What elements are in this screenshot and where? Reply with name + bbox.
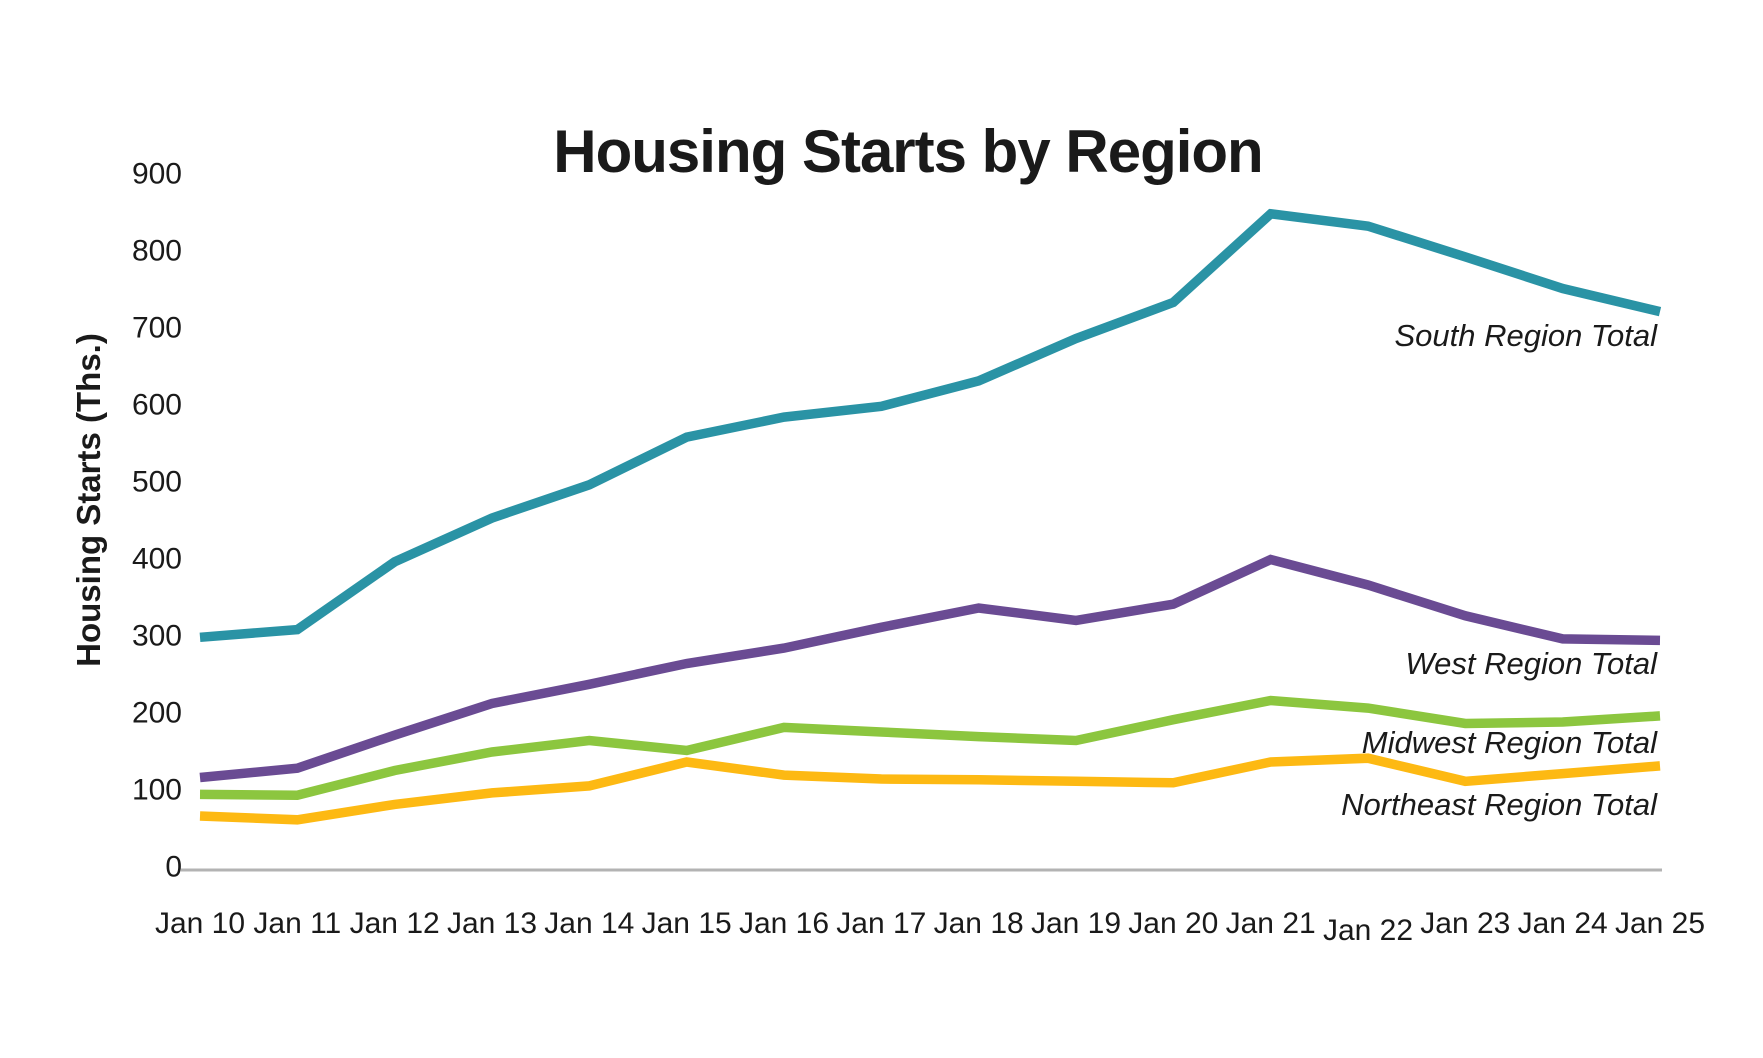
y-tick-label-700: 700 — [132, 312, 182, 345]
x-tick-label-jan-25: Jan 25 — [1615, 907, 1705, 940]
x-tick-label-jan-18: Jan 18 — [934, 907, 1024, 940]
y-tick-label-300: 300 — [132, 620, 182, 653]
series-labels: South Region Total West Region Total Midwe… — [1341, 318, 1658, 822]
x-tick-label-jan-16: Jan 16 — [739, 907, 829, 940]
x-tick-label-jan-21: Jan 21 — [1226, 907, 1316, 940]
x-tick-label-jan-20: Jan 20 — [1128, 907, 1218, 940]
series-label-northeast-region-total: Northeast Region Total — [1341, 787, 1658, 822]
y-axis-title: Housing Starts (Ths.) — [70, 333, 107, 667]
x-tick-labels: Jan 10 Jan 11 Jan 12 Jan 13 Jan 14 Jan 15 Jan … — [155, 907, 1705, 947]
y-tick-label-0: 0 — [165, 851, 182, 884]
y-tick-label-600: 600 — [132, 389, 182, 422]
series-line-west-region-total — [199, 554, 1661, 783]
x-tick-label-jan-12: Jan 12 — [350, 907, 440, 940]
x-tick-label-jan-10: Jan 10 — [155, 907, 245, 940]
series-lines — [199, 208, 1662, 825]
x-tick-label-jan-24: Jan 24 — [1518, 907, 1608, 940]
y-tick-label-900: 900 — [132, 158, 182, 191]
x-tick-label-jan-13: Jan 13 — [447, 907, 537, 940]
x-tick-label-jan-11: Jan 11 — [253, 907, 341, 940]
series-label-midwest-region-total: Midwest Region Total — [1362, 725, 1658, 760]
y-tick-label-400: 400 — [132, 543, 182, 576]
x-tick-label-jan-14: Jan 14 — [544, 907, 634, 940]
y-tick-label-200: 200 — [132, 697, 182, 730]
series-label-west-region-total: West Region Total — [1405, 646, 1658, 681]
y-tick-label-800: 800 — [132, 235, 182, 268]
series-line-northeast-region-total — [199, 753, 1661, 825]
series-label-south-region-total: South Region Total — [1394, 318, 1658, 353]
x-tick-label-jan-19: Jan 19 — [1031, 907, 1121, 940]
chart-title: Housing Starts by Region — [553, 118, 1262, 185]
y-tick-label-500: 500 — [132, 466, 182, 499]
x-tick-label-jan-15: Jan 15 — [642, 907, 732, 940]
y-tick-label-100: 100 — [132, 774, 182, 807]
x-tick-label-jan-22: Jan 22 — [1323, 914, 1413, 947]
series-line-midwest-region-total — [199, 695, 1661, 800]
x-tick-label-jan-17: Jan 17 — [836, 907, 926, 940]
series-line-south-region-total — [199, 208, 1662, 643]
y-tick-labels: 0 100 200 300 400 500 600 700 800 900 — [132, 158, 182, 884]
x-tick-label-jan-23: Jan 23 — [1420, 907, 1510, 940]
